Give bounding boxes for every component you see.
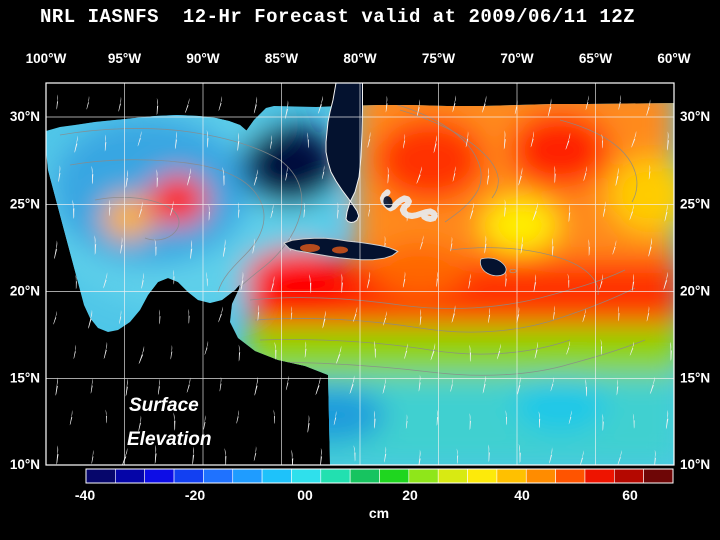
- svg-text:10°N: 10°N: [10, 457, 40, 472]
- svg-text:65°W: 65°W: [579, 51, 612, 66]
- svg-text:40: 40: [514, 487, 530, 503]
- svg-text:Surface: Surface: [129, 395, 199, 416]
- svg-text:Elevation: Elevation: [127, 429, 211, 450]
- svg-text:cm: cm: [369, 505, 389, 521]
- svg-text:15°N: 15°N: [680, 371, 710, 386]
- svg-text:20°N: 20°N: [10, 284, 40, 299]
- svg-text:25°N: 25°N: [680, 197, 710, 212]
- svg-text:75°W: 75°W: [422, 51, 455, 66]
- svg-text:80°W: 80°W: [343, 51, 376, 66]
- svg-text:30°N: 30°N: [10, 109, 40, 124]
- svg-text:25°N: 25°N: [10, 197, 40, 212]
- svg-text:95°W: 95°W: [108, 51, 141, 66]
- svg-text:-40: -40: [75, 487, 95, 503]
- svg-text:20: 20: [402, 487, 418, 503]
- svg-text:85°W: 85°W: [265, 51, 298, 66]
- svg-text:90°W: 90°W: [186, 51, 219, 66]
- svg-text:-20: -20: [185, 487, 205, 503]
- svg-text:30°N: 30°N: [680, 109, 710, 124]
- svg-text:100°W: 100°W: [26, 51, 67, 66]
- svg-text:20°N: 20°N: [680, 284, 710, 299]
- svg-text:00: 00: [297, 487, 313, 503]
- svg-text:60°W: 60°W: [657, 51, 690, 66]
- svg-text:15°N: 15°N: [10, 371, 40, 386]
- svg-text:70°W: 70°W: [500, 51, 533, 66]
- svg-text:10°N: 10°N: [680, 457, 710, 472]
- svg-text:60: 60: [622, 487, 638, 503]
